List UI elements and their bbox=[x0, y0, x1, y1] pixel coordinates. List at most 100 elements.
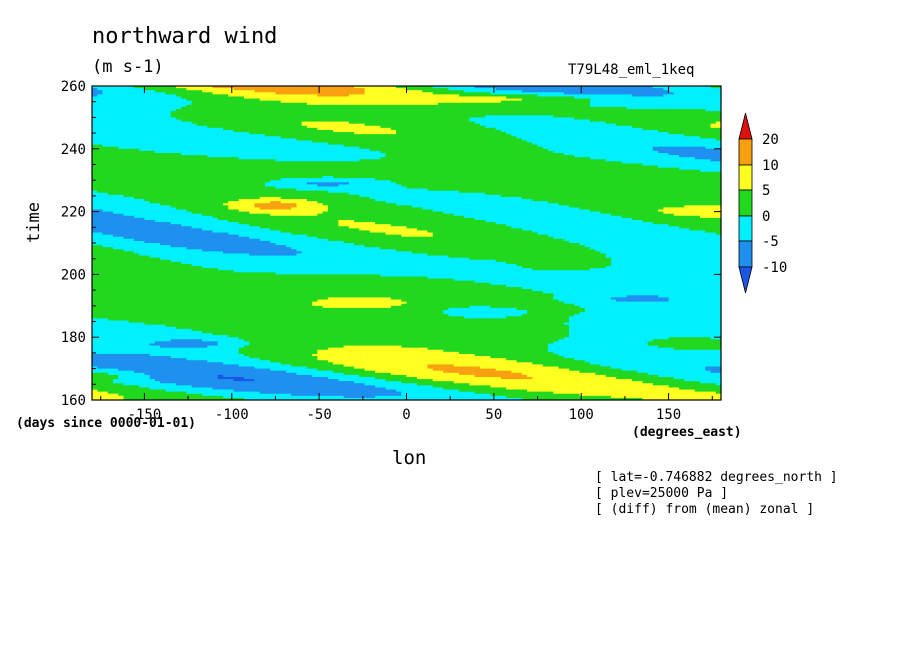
heatmap-cell bbox=[123, 395, 224, 399]
heatmap-cell bbox=[259, 391, 402, 395]
heatmap-cell bbox=[191, 263, 518, 267]
heatmap-cell bbox=[212, 92, 277, 95]
heatmap-cell bbox=[144, 322, 565, 326]
heatmap-cell bbox=[548, 347, 675, 351]
heatmap-cell bbox=[92, 295, 554, 299]
heatmap-cell bbox=[631, 379, 685, 382]
heatmap-cell bbox=[212, 230, 282, 234]
heatmap-cell bbox=[443, 387, 507, 391]
heatmap-cell bbox=[532, 289, 721, 292]
heatmap-cell bbox=[485, 192, 721, 196]
heatmap-cell bbox=[149, 343, 219, 347]
heatmap-cell bbox=[658, 374, 721, 378]
heatmap-cell bbox=[563, 322, 721, 326]
heatmap-cell bbox=[270, 360, 329, 363]
heatmap-cell bbox=[469, 305, 491, 309]
heatmap-cell bbox=[92, 364, 240, 368]
heatmap-cell bbox=[521, 196, 721, 200]
heatmap-cell bbox=[537, 232, 717, 236]
heatmap-cell bbox=[191, 385, 376, 389]
heatmap-cell bbox=[92, 374, 119, 378]
heatmap-cell bbox=[92, 278, 455, 282]
heatmap-cell bbox=[521, 98, 591, 102]
x-tick-label: -50 bbox=[306, 407, 331, 423]
heatmap-cell bbox=[658, 345, 721, 349]
heatmap-cell bbox=[92, 307, 450, 311]
heatmap-cell bbox=[652, 383, 717, 386]
heatmap-cell bbox=[658, 209, 721, 213]
heatmap-cell bbox=[568, 326, 721, 330]
heatmap-cell bbox=[548, 345, 659, 349]
heatmap-cell bbox=[490, 92, 565, 95]
heatmap-cell bbox=[542, 146, 654, 150]
heatmap-cell bbox=[228, 94, 318, 98]
heatmap-cell bbox=[673, 376, 721, 380]
heatmap-cell bbox=[92, 94, 98, 98]
heatmap-cell bbox=[107, 318, 570, 322]
heatmap-cell bbox=[92, 196, 135, 200]
heatmap-cell bbox=[469, 119, 591, 123]
heatmap-cell bbox=[396, 389, 460, 393]
heatmap-cell bbox=[154, 341, 219, 345]
heatmap-cell bbox=[259, 358, 318, 361]
heatmap-cell bbox=[652, 146, 706, 150]
heatmap-cell bbox=[453, 213, 612, 217]
heatmap-cell bbox=[589, 247, 721, 250]
heatmap-cell bbox=[396, 129, 502, 133]
heatmap-cell bbox=[92, 397, 125, 400]
heatmap-cell bbox=[92, 286, 523, 290]
heatmap-cell bbox=[574, 155, 680, 158]
x-tick-label: 0 bbox=[402, 407, 410, 423]
heatmap-cell bbox=[333, 362, 533, 366]
heatmap-cell bbox=[92, 255, 151, 259]
heatmap-field bbox=[92, 86, 721, 400]
heatmap-cell bbox=[406, 374, 476, 378]
heatmap-cell bbox=[92, 159, 277, 162]
heatmap-cell bbox=[705, 109, 721, 112]
heatmap-cell bbox=[506, 358, 575, 361]
heatmap-cell bbox=[375, 376, 418, 380]
info-line-plev: [ plev=25000 Pa ] bbox=[595, 486, 729, 501]
heatmap-cell bbox=[390, 224, 507, 227]
heatmap-cell bbox=[275, 92, 366, 95]
heatmap-cell bbox=[275, 243, 355, 246]
heatmap-cell bbox=[322, 305, 392, 309]
heatmap-cell bbox=[574, 303, 721, 307]
chart-units: (m s-1) bbox=[92, 57, 164, 77]
heatmap-cell bbox=[270, 368, 318, 372]
heatmap-cell bbox=[416, 376, 502, 380]
heatmap-cell bbox=[92, 243, 161, 246]
heatmap-cell bbox=[244, 376, 329, 380]
heatmap-cell bbox=[354, 219, 486, 223]
heatmap-cell bbox=[684, 205, 721, 209]
heatmap-cell bbox=[92, 247, 114, 250]
heatmap-cell bbox=[705, 368, 721, 372]
heatmap-cell bbox=[710, 159, 721, 162]
heatmap-cell bbox=[605, 253, 721, 257]
heatmap-cell bbox=[589, 119, 721, 123]
heatmap-cell bbox=[92, 155, 208, 158]
heatmap-cell bbox=[584, 360, 721, 363]
heatmap-cell bbox=[107, 372, 146, 376]
heatmap-cell bbox=[92, 217, 146, 221]
heatmap-cell bbox=[191, 121, 303, 125]
heatmap-cell bbox=[327, 360, 518, 363]
heatmap-cell bbox=[568, 330, 721, 334]
heatmap-cell bbox=[238, 222, 339, 225]
heatmap-cell bbox=[338, 224, 392, 227]
heatmap-cell bbox=[202, 330, 570, 334]
heatmap-cell bbox=[170, 205, 229, 209]
heatmap-cell bbox=[144, 88, 187, 91]
heatmap-cell bbox=[642, 381, 701, 384]
heatmap-cell bbox=[390, 297, 554, 301]
heatmap-cell bbox=[558, 299, 617, 303]
heatmap-cell bbox=[175, 117, 470, 121]
heatmap-cell bbox=[705, 366, 721, 370]
heatmap-cell bbox=[160, 243, 277, 246]
heatmap-cell bbox=[432, 86, 476, 89]
heatmap-cell bbox=[443, 211, 602, 215]
heatmap-cell bbox=[474, 353, 560, 357]
heatmap-cell bbox=[563, 337, 670, 340]
heatmap-cell bbox=[338, 379, 387, 382]
heatmap-cell bbox=[160, 257, 470, 261]
